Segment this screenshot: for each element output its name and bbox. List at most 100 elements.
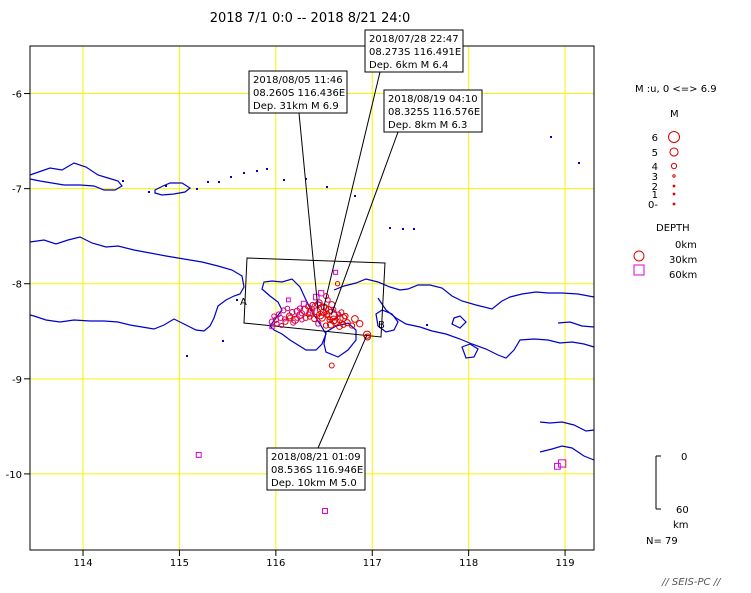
lat-label--7: -7 <box>12 185 22 196</box>
annotation-4-line2: 08.536S 116.946E <box>271 465 363 476</box>
event-marker-60 <box>342 312 349 320</box>
legend-depth-30: 30km <box>669 255 697 266</box>
event-marker-10 <box>335 314 344 324</box>
event-marker-76 <box>273 320 280 327</box>
leader-line-3 <box>330 131 399 315</box>
islet-2 <box>148 191 150 193</box>
lon-label-115: 115 <box>170 558 189 569</box>
legend-m-symbol-3 <box>672 174 676 178</box>
event-marker-25 <box>343 319 351 327</box>
event-marker-72 <box>315 310 325 320</box>
coast-segment-3 <box>261 278 327 351</box>
section-label-b: B <box>378 320 385 331</box>
lat-label--9: -9 <box>12 375 22 386</box>
event-marker-64 <box>290 319 297 326</box>
islet-19 <box>186 355 188 357</box>
islet-1 <box>122 180 124 182</box>
legend-depth-30-symbol <box>633 250 645 262</box>
event-marker-20 <box>334 281 341 287</box>
event-marker-59 <box>315 320 322 327</box>
magnitude-range: M :u, 0 <=> 6.9 <box>635 84 717 95</box>
islet-15 <box>578 162 580 164</box>
legend-m-symbol-4 <box>672 184 676 188</box>
islet-14 <box>550 136 552 138</box>
annotation-4-frame <box>266 447 366 491</box>
map-frame <box>29 45 595 551</box>
event-marker-74 <box>309 301 316 308</box>
event-marker-40 <box>271 313 277 319</box>
event-marker-3 <box>362 330 372 339</box>
annotation-box-3: 2018/08/19 04:10 08.325S 116.576E Dep. 8… <box>383 89 483 133</box>
leader-line-4 <box>317 334 368 449</box>
event-marker-37 <box>275 311 282 317</box>
event-marker-62 <box>326 316 334 324</box>
event-marker-57 <box>553 462 561 470</box>
latitude-labels: -6 -7 -8 -9 -10 <box>6 90 22 481</box>
islet-13 <box>413 228 415 230</box>
event-marker-48 <box>300 300 307 307</box>
annotation-3-line3: Dep. 8km M 6.3 <box>388 120 467 131</box>
lat-label--10: -10 <box>6 470 22 481</box>
legend-m-label-3: 3 <box>652 172 658 183</box>
lon-label-118: 118 <box>459 558 478 569</box>
event-marker-73 <box>340 321 347 328</box>
earthquake-events <box>195 269 567 514</box>
legend-depth-header: DEPTH <box>656 223 690 234</box>
event-marker-77 <box>299 317 305 323</box>
coast-segment-1 <box>154 182 192 196</box>
legend-m-symbol-5 <box>672 192 676 196</box>
annotation-1-line1: 2018/07/28 22:47 <box>369 34 459 45</box>
event-marker-12 <box>351 315 359 323</box>
event-marker-13 <box>356 319 364 328</box>
islet-16 <box>305 178 307 180</box>
legend-depth-60: 60km <box>669 270 697 281</box>
lon-label-114: 114 <box>73 558 92 569</box>
event-count: N= 79 <box>646 536 678 547</box>
event-marker-44 <box>318 290 325 297</box>
annotation-1-line3: Dep. 6km M 6.4 <box>369 60 448 71</box>
lon-label-116: 116 <box>266 558 285 569</box>
coast-segment-10 <box>557 321 595 328</box>
annotation-4-line3: Dep. 10km M 5.0 <box>271 478 357 489</box>
islet-17 <box>326 186 328 188</box>
event-marker-65 <box>296 305 304 312</box>
event-marker-46 <box>305 311 312 317</box>
cross-section-box <box>243 257 386 338</box>
annotation-box-2: 2018/08/05 11:46 08.260S 116.436E Dep. 3… <box>248 70 348 114</box>
legend-depth-60-symbol <box>633 264 645 276</box>
legend-m-symbol-6 <box>672 202 676 206</box>
annotation-4-line1: 2018/08/21 01:09 <box>271 452 361 463</box>
event-marker-30 <box>282 318 289 325</box>
leader-line-2 <box>298 112 319 309</box>
legend-depth-0: 0km <box>675 240 697 251</box>
leader-line-1 <box>322 71 381 310</box>
event-marker-28 <box>363 333 371 341</box>
annotation-box-1: 2018/07/28 22:47 08.273S 116.491E Dep. 6… <box>364 29 464 73</box>
islet-4 <box>207 181 209 183</box>
event-marker-47 <box>285 297 291 303</box>
axis-ticks <box>24 93 566 556</box>
coast-segment-11 <box>539 421 595 432</box>
event-marker-67 <box>336 323 343 330</box>
coast-segment-8 <box>461 343 479 359</box>
islet-11 <box>389 227 391 229</box>
legend-m-label-6: 0- <box>648 200 658 211</box>
small-islands <box>122 136 580 357</box>
annotation-2-frame <box>248 70 348 114</box>
islet-12 <box>402 228 404 230</box>
legend-m-header: M <box>670 109 679 120</box>
legend-m-symbol-0 <box>667 130 681 144</box>
islet-9 <box>266 168 268 170</box>
section-label-a: A <box>240 297 247 308</box>
legend-m-symbol-1 <box>669 147 679 157</box>
lat-label--8: -8 <box>12 280 22 291</box>
event-marker-71 <box>329 315 339 325</box>
event-marker-53 <box>279 323 285 329</box>
annotation-3-line1: 2018/08/19 04:10 <box>388 94 478 105</box>
annotation-1-line2: 08.273S 116.491E <box>369 47 461 58</box>
event-marker-32 <box>288 309 296 316</box>
islet-0 <box>165 185 167 187</box>
